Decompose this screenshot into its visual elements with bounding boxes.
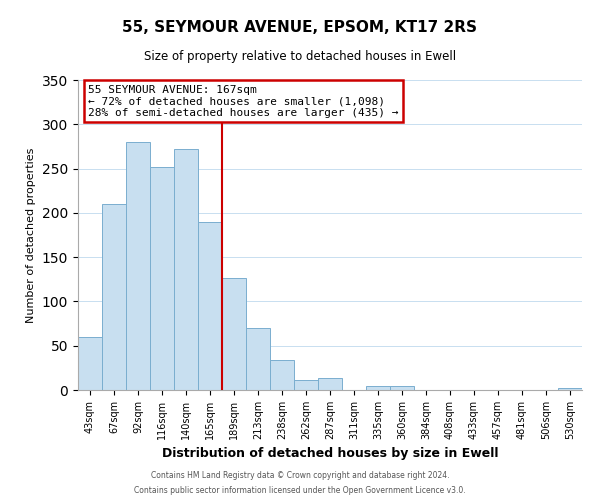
Text: 55 SEYMOUR AVENUE: 167sqm
← 72% of detached houses are smaller (1,098)
28% of se: 55 SEYMOUR AVENUE: 167sqm ← 72% of detac…	[88, 84, 398, 118]
Bar	[126, 142, 150, 390]
Bar	[198, 222, 222, 390]
Text: Contains public sector information licensed under the Open Government Licence v3: Contains public sector information licen…	[134, 486, 466, 495]
Bar	[222, 278, 246, 390]
Text: 55, SEYMOUR AVENUE, EPSOM, KT17 2RS: 55, SEYMOUR AVENUE, EPSOM, KT17 2RS	[122, 20, 478, 35]
Bar	[558, 388, 582, 390]
Bar	[78, 337, 102, 390]
Bar	[246, 328, 270, 390]
Bar	[318, 378, 342, 390]
Text: Contains HM Land Registry data © Crown copyright and database right 2024.: Contains HM Land Registry data © Crown c…	[151, 471, 449, 480]
Text: Size of property relative to detached houses in Ewell: Size of property relative to detached ho…	[144, 50, 456, 63]
Bar	[366, 386, 390, 390]
Bar	[390, 386, 414, 390]
Bar	[150, 167, 174, 390]
Y-axis label: Number of detached properties: Number of detached properties	[26, 148, 37, 322]
Bar	[102, 204, 126, 390]
Bar	[294, 380, 318, 390]
Bar	[174, 149, 198, 390]
Bar	[270, 360, 294, 390]
X-axis label: Distribution of detached houses by size in Ewell: Distribution of detached houses by size …	[162, 448, 498, 460]
